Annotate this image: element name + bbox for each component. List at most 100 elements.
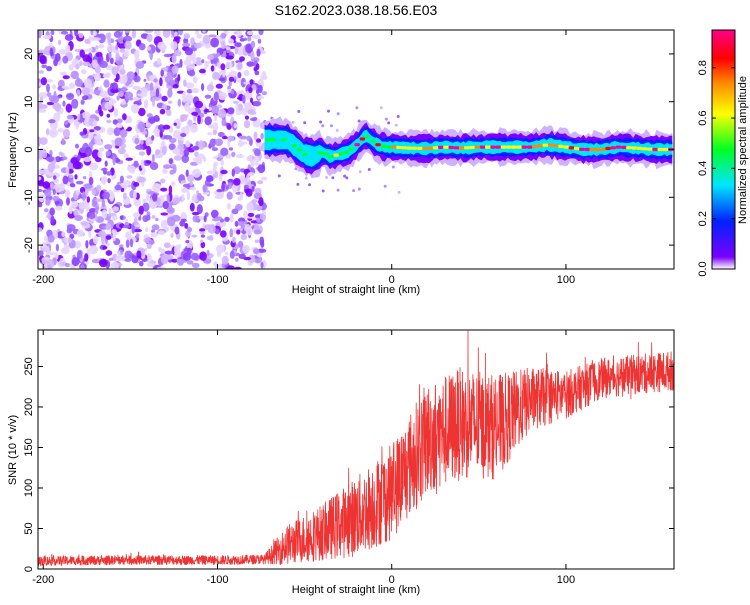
noise-speck <box>53 112 61 122</box>
noise-speck <box>220 147 229 156</box>
noise-speck <box>208 235 214 241</box>
noise-speck <box>40 77 48 86</box>
noise-speck <box>212 129 217 136</box>
noise-speck <box>251 84 257 91</box>
snr-xlabel: Height of straight line (km) <box>292 584 420 596</box>
noise-speck <box>120 187 125 193</box>
noise-speck <box>210 65 215 72</box>
noise-speck <box>156 57 161 65</box>
noise-speck <box>193 42 202 49</box>
noise-speck <box>131 103 140 114</box>
noise-speck <box>215 83 223 89</box>
signal-core-cell <box>610 146 616 150</box>
noise-speck <box>206 84 214 92</box>
noise-speck <box>145 137 151 147</box>
noise-speck <box>134 49 140 60</box>
signal-core-cell <box>537 144 543 148</box>
noise-speck <box>74 174 78 180</box>
noise-speck <box>133 217 138 226</box>
noise-speck <box>66 92 75 101</box>
noise-speck <box>252 34 261 40</box>
noise-speck <box>233 123 238 129</box>
noise-speck <box>216 189 223 193</box>
figure-title: S162.2023.038.18.56.E03 <box>275 2 438 18</box>
noise-speck <box>224 216 230 222</box>
noise-speck <box>99 60 108 68</box>
signal-core-cell <box>636 146 643 150</box>
noise-speck <box>220 159 224 166</box>
noise-speck <box>246 202 254 213</box>
snr-y-axis: 0 50 100 150 200 250 <box>23 357 674 572</box>
noise-speck <box>104 144 113 150</box>
noise-speck <box>62 175 69 185</box>
noise-speck <box>194 100 204 109</box>
noise-speck <box>131 224 135 234</box>
signal-core-cell <box>312 154 319 158</box>
noise-speck <box>50 182 54 189</box>
noise-speck <box>256 95 265 100</box>
noise-speck <box>226 185 229 190</box>
noise-speck <box>153 128 161 135</box>
noise-speck <box>149 82 154 91</box>
noise-speck <box>151 224 160 231</box>
noise-speck <box>190 252 199 261</box>
signal-core-cell <box>401 146 407 150</box>
noise-speck <box>80 221 89 226</box>
sparse-speck <box>327 109 330 113</box>
signal-core-cell <box>464 146 470 150</box>
noise-speck <box>116 95 120 101</box>
noise-speck <box>140 159 145 169</box>
noise-speck <box>255 138 262 143</box>
noise-speck <box>194 30 200 35</box>
noise-speck <box>171 181 176 186</box>
noise-speck <box>142 202 150 212</box>
noise-speck <box>83 78 92 88</box>
noise-speck <box>47 234 55 243</box>
noise-speck <box>47 163 55 172</box>
noise-speck <box>170 233 174 238</box>
noise-speck <box>183 33 190 40</box>
noise-speck <box>61 247 70 255</box>
spectrogram-x-tick-label: -100 <box>206 274 228 286</box>
noise-speck <box>127 165 136 173</box>
colorbar-axis: 0.0 0.2 0.4 0.6 0.8 <box>697 60 735 277</box>
snr-x-axis: -200 -100 0 100 <box>32 330 575 586</box>
noise-speck <box>143 99 149 110</box>
noise-speck <box>105 250 113 256</box>
noise-speck <box>219 230 227 238</box>
noise-speck <box>59 72 67 76</box>
noise-speck <box>211 209 219 219</box>
noise-speck <box>164 250 174 255</box>
noise-speck <box>124 40 132 50</box>
noise-speck <box>167 88 173 98</box>
signal-core-cell <box>521 145 528 149</box>
noise-speck <box>202 34 211 44</box>
noise-speck <box>185 140 191 148</box>
signal-core-cell <box>631 146 637 150</box>
noise-speck <box>233 178 241 186</box>
noise-speck <box>180 114 189 118</box>
noise-speck <box>83 156 92 162</box>
noise-speck <box>169 202 173 213</box>
snr-y-tick-label: 100 <box>23 479 35 497</box>
noise-speck <box>110 261 119 269</box>
noise-speck <box>120 100 126 105</box>
noise-speck <box>55 205 63 211</box>
noise-speck <box>118 43 127 50</box>
sparse-speck <box>304 176 308 180</box>
noise-speck <box>99 90 108 98</box>
noise-speck <box>241 94 246 104</box>
noise-speck <box>239 56 245 62</box>
noise-speck <box>92 37 102 41</box>
noise-speck <box>61 231 66 238</box>
noise-speck <box>38 181 47 187</box>
noise-speck <box>185 82 195 89</box>
noise-speck <box>204 60 209 69</box>
noise-speck <box>46 259 55 269</box>
noise-speck <box>79 113 83 124</box>
noise-speck <box>123 192 127 200</box>
noise-speck <box>178 30 184 36</box>
noise-speck <box>163 242 171 249</box>
noise-speck <box>122 74 128 84</box>
noise-speck <box>55 53 61 62</box>
